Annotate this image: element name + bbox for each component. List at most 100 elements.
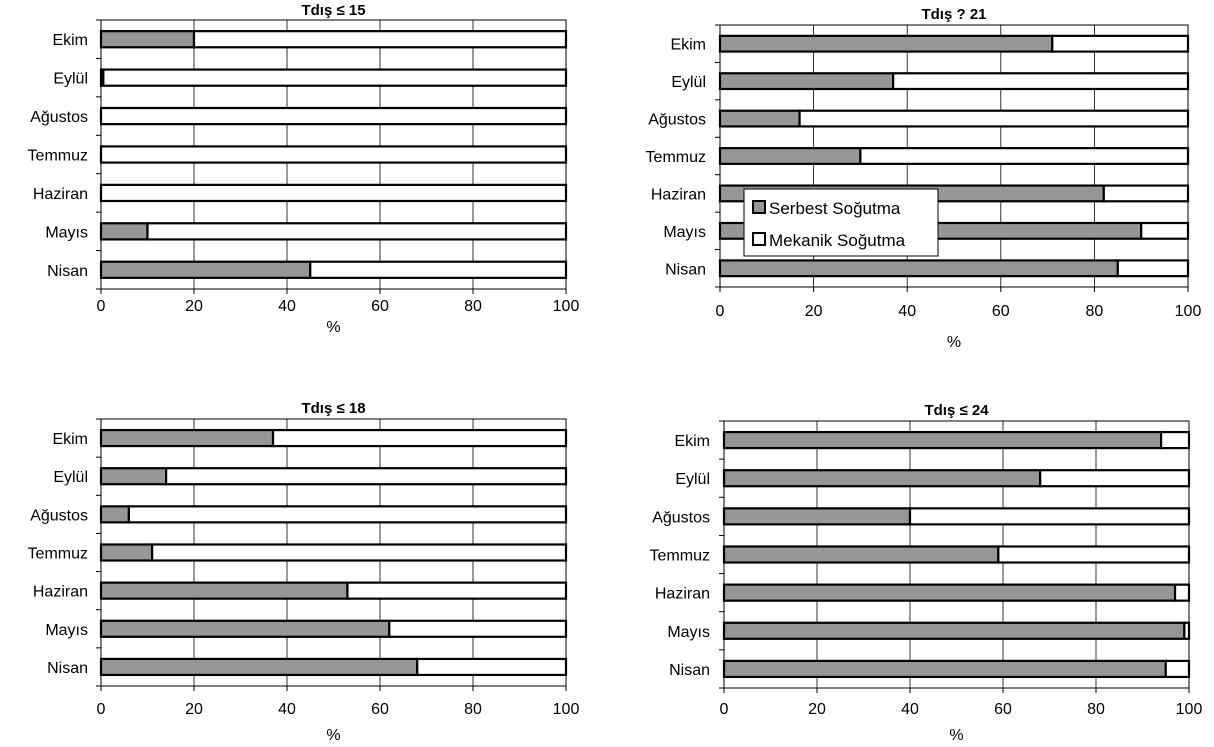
chart-title: Tdış ≤ 24	[924, 402, 989, 419]
chart-title: Tdış ? 21	[921, 6, 986, 23]
chart-panel-2: Tdış ? 21 0 20 40 60 80 100 Ekim Eylül Ağustos Tem…	[646, 6, 1202, 351]
category-label: Ekim	[674, 433, 710, 450]
bar-segment-mekanik	[127, 505, 568, 524]
bar-segment-mekanik	[1164, 659, 1191, 679]
bar-segment-serbest	[722, 659, 1167, 679]
bar-segment-serbest	[99, 428, 275, 448]
bar-segment-mekanik	[146, 222, 568, 241]
category-label: Haziran	[655, 586, 710, 603]
bar-segment-mekanik	[908, 507, 1191, 526]
x-tick-label: 100	[553, 298, 580, 315]
legend-box	[743, 188, 939, 257]
bar-segment-mekanik	[192, 30, 568, 49]
category-label: Temmuz	[28, 148, 88, 165]
bar-segment-serbest	[99, 260, 312, 279]
bar-segment-serbest	[99, 467, 168, 486]
x-tick-label: 20	[185, 701, 203, 718]
category-label: Haziran	[33, 584, 88, 601]
x-tick-label: 0	[720, 701, 729, 718]
x-tick-label: 0	[97, 701, 106, 718]
bar-segment-serbest	[99, 657, 419, 677]
x-tick-label: 40	[278, 701, 296, 718]
x-tick-label: 60	[371, 298, 389, 315]
category-label: Eylül	[53, 469, 88, 486]
x-tick-label: 80	[464, 298, 482, 315]
bar-segment-serbest	[99, 30, 196, 49]
category-label: Nisan	[669, 662, 710, 679]
x-tick-label: 60	[371, 701, 389, 718]
bar-segment-mekanik	[859, 147, 1190, 165]
category-label: Ağustos	[652, 509, 710, 526]
category-label: Ağustos	[648, 112, 706, 129]
bar-segment-serbest	[722, 507, 912, 526]
category-label: Ekim	[52, 431, 88, 448]
category-label: Mayıs	[667, 624, 710, 641]
bar-segment-mekanik	[388, 619, 568, 638]
x-tick-label: 20	[185, 298, 203, 315]
x-axis-label: %	[949, 727, 963, 744]
chart-title: Tdış ≤ 15	[301, 2, 365, 19]
x-tick-label: 100	[1175, 303, 1202, 320]
bar-segment-mekanik	[1116, 259, 1190, 278]
category-label: Ağustos	[30, 109, 88, 126]
bar-segment-mekanik	[1173, 583, 1191, 602]
bar-segment-mekanik	[99, 183, 568, 203]
bar-segment-serbest	[99, 619, 391, 638]
category-label: Mayıs	[663, 224, 706, 241]
bar-segment-mekanik	[99, 106, 568, 126]
bar-segment-serbest	[718, 109, 801, 128]
x-tick-label: 80	[464, 701, 482, 718]
category-label: Haziran	[651, 186, 706, 203]
category-label: Temmuz	[28, 546, 88, 563]
x-tick-label: 60	[994, 701, 1012, 718]
chart-title: Tdış ≤ 18	[301, 400, 365, 417]
category-label: Nisan	[665, 261, 706, 278]
x-tick-label: 40	[901, 701, 919, 718]
bar-segment-serbest	[722, 430, 1163, 450]
legend-label: Mekanik Soğutma	[769, 231, 906, 250]
bar-segment-serbest	[722, 583, 1177, 602]
category-label: Ekim	[670, 37, 706, 54]
bar-segment-serbest	[718, 72, 895, 91]
x-tick-label: 0	[97, 298, 106, 315]
legend-swatch	[752, 232, 766, 246]
legend-swatch	[752, 200, 766, 214]
bar-segment-mekanik	[1102, 184, 1190, 203]
bar-segment-serbest	[99, 543, 154, 562]
category-label: Mayıs	[45, 224, 88, 241]
bar-segment-mekanik	[892, 72, 1190, 91]
x-tick-label: 80	[1087, 701, 1105, 718]
x-tick-label: 0	[716, 303, 725, 320]
category-label: Eylül	[53, 71, 88, 88]
x-axis-label: %	[326, 727, 340, 744]
bar-segment-mekanik	[1159, 430, 1191, 450]
bar-segment-mekanik	[1183, 621, 1191, 640]
bar-segment-serbest	[718, 34, 1054, 53]
legend: Serbest Soğutma Mekanik Soğutma	[743, 188, 939, 257]
category-label: Nisan	[47, 660, 88, 677]
x-tick-label: 20	[805, 303, 823, 320]
x-axis-label: %	[947, 334, 961, 351]
chart-panel-4: Tdış ≤ 24 0 20 40 60 80 100 Ekim Eylül Ağustos Tem…	[650, 402, 1203, 744]
bar-segment-serbest	[99, 222, 149, 241]
category-label: Ağustos	[30, 507, 88, 524]
bar-segment-mekanik	[151, 543, 568, 562]
category-label: Eylül	[675, 471, 710, 488]
bar-segment-mekanik	[165, 467, 568, 486]
bar-segment-serbest	[722, 621, 1186, 640]
category-label: Temmuz	[646, 149, 706, 166]
x-tick-label: 20	[808, 701, 826, 718]
bar-segment-mekanik	[309, 260, 568, 279]
bar-segment-mekanik	[1051, 34, 1190, 53]
bar-segment-mekanik	[346, 581, 568, 600]
bar-segment-serbest	[722, 545, 1000, 564]
x-axis-label: %	[326, 319, 340, 336]
x-tick-label: 60	[992, 303, 1010, 320]
bar-segment-mekanik	[1140, 221, 1190, 240]
bar-segment-serbest	[718, 259, 1119, 278]
bar-segment-mekanik	[798, 109, 1190, 128]
bar-segment-mekanik	[99, 145, 568, 164]
x-tick-label: 40	[898, 303, 916, 320]
bar-segment-serbest	[99, 505, 130, 524]
